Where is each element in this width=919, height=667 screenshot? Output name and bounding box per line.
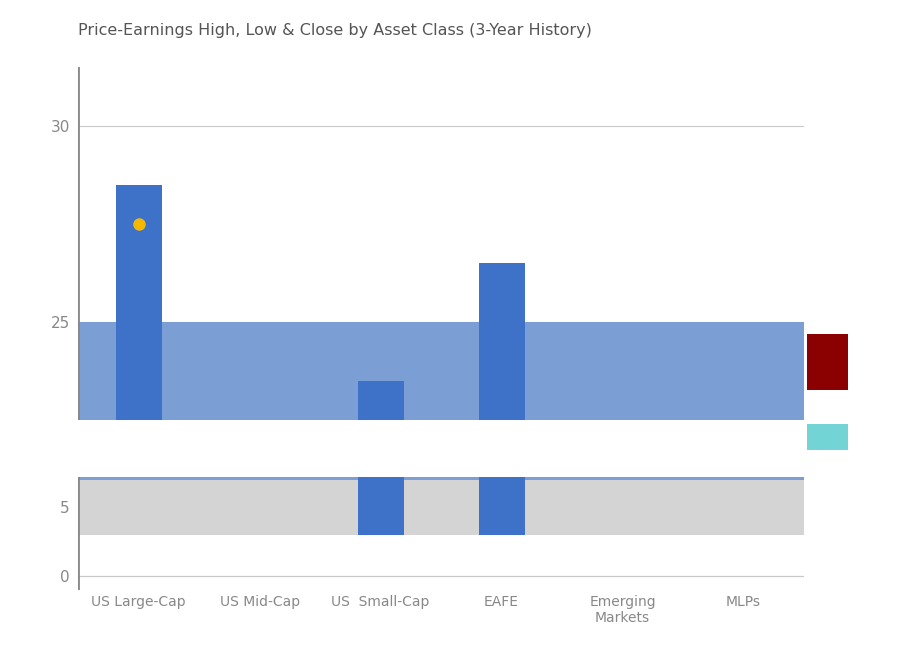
Bar bbox=[78, 322, 804, 420]
Text: Price-Earnings High, Low & Close by Asset Class (3-Year History): Price-Earnings High, Low & Close by Asse… bbox=[78, 23, 592, 38]
Bar bbox=[78, 477, 804, 480]
Bar bbox=[479, 263, 525, 420]
Bar bbox=[357, 381, 403, 420]
Bar bbox=[116, 185, 162, 420]
Bar bbox=[357, 477, 403, 535]
Bar bbox=[78, 477, 804, 535]
Bar bbox=[78, 322, 804, 420]
Bar bbox=[479, 477, 525, 535]
